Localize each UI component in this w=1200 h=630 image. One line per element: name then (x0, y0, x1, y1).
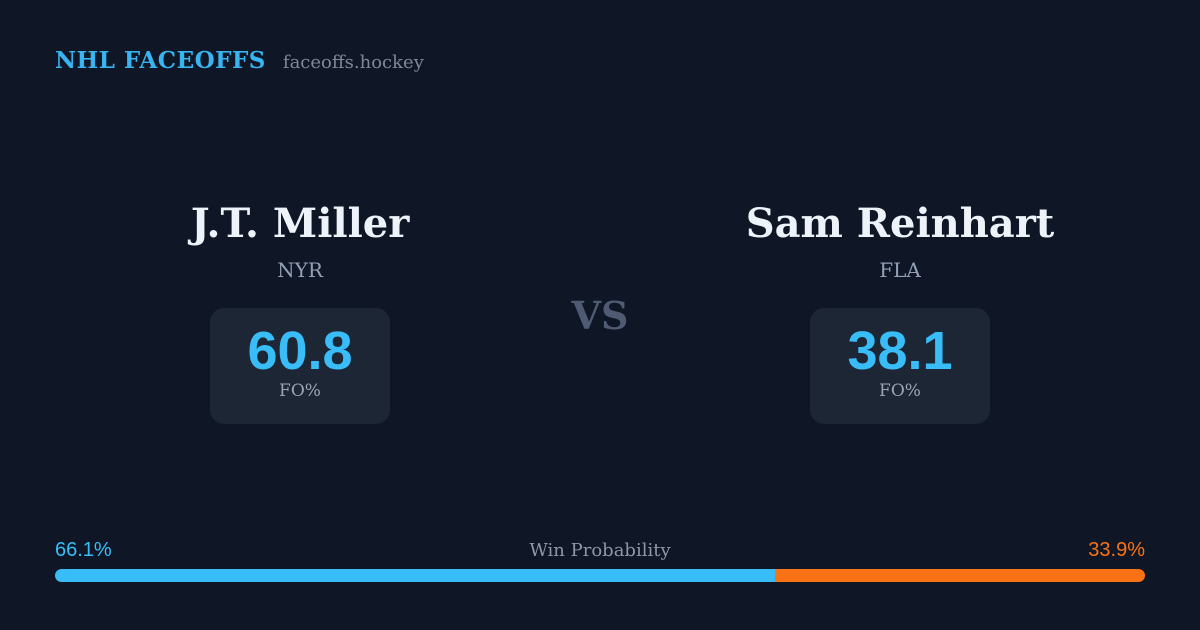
brand-title: NHL FACEOFFS (55, 47, 266, 74)
win-probability-bar-right-segment (775, 569, 1145, 582)
win-probability-bar-left-segment (55, 569, 776, 582)
stat-box: 60.8 FO% (210, 308, 390, 424)
player-team: NYR (277, 258, 323, 282)
stat-box: 38.1 FO% (810, 308, 990, 424)
header: NHL FACEOFFS faceoffs.hockey (55, 47, 424, 74)
stat-value: 60.8 (247, 321, 353, 381)
player-name: Sam Reinhart (745, 200, 1055, 247)
win-probability-bar (55, 569, 1145, 582)
win-probability-left-pct: 66.1% (55, 539, 112, 561)
win-probability-right-pct: 33.9% (1088, 539, 1145, 561)
player-panel-left: J.T. Miller NYR 60.8 FO% (90, 204, 510, 424)
player-panel-right: Sam Reinhart FLA 38.1 FO% (690, 204, 1110, 424)
win-probability-title: Win Probability (529, 540, 671, 561)
stat-label: FO% (879, 381, 921, 401)
player-team: FLA (879, 258, 921, 282)
stat-value: 38.1 (847, 321, 953, 381)
stat-label: FO% (279, 381, 321, 401)
win-probability-labels: 66.1% Win Probability 33.9% (55, 539, 1145, 565)
player-name: J.T. Miller (190, 200, 410, 247)
site-url: faceoffs.hockey (282, 52, 424, 73)
vs-divider: VS (571, 293, 629, 338)
